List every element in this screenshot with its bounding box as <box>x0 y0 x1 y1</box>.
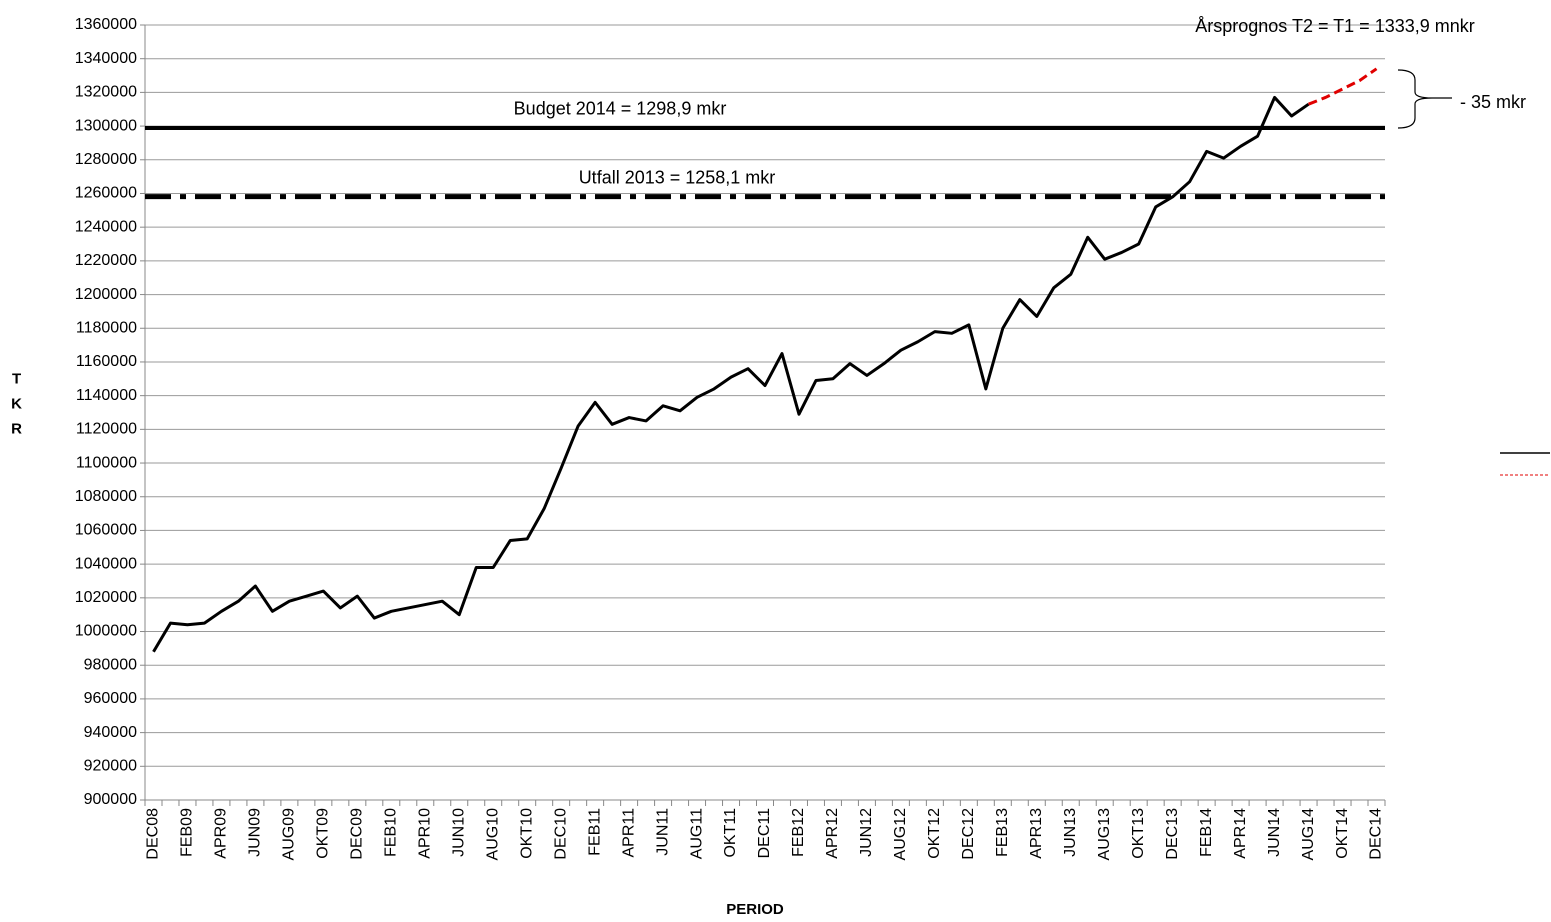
x-tick-label: AUG12 <box>892 808 909 861</box>
x-tick-label: AUG14 <box>1300 808 1317 861</box>
y-tick-label: 1200000 <box>75 286 137 303</box>
x-tick-label: JUN14 <box>1266 808 1283 857</box>
y-tick-label: 1040000 <box>75 555 137 572</box>
x-tick-label: DEC13 <box>1164 808 1181 860</box>
x-tick-label: DEC12 <box>960 808 977 860</box>
x-tick-label: DEC14 <box>1368 808 1385 860</box>
x-tick-label: DEC11 <box>756 808 773 858</box>
y-tick-label: 980000 <box>84 656 137 673</box>
x-tick-label: JUN11 <box>654 808 671 856</box>
y-tick-label: 920000 <box>84 758 137 775</box>
x-tick-label: DEC08 <box>145 808 162 860</box>
y-tick-label: 1160000 <box>76 353 137 370</box>
y-tick-label: 1320000 <box>75 84 137 101</box>
y-tick-label: 1180000 <box>76 319 137 336</box>
y-tick-label: 960000 <box>84 690 137 707</box>
reference-label: Utfall 2013 = 1258,1 mkr <box>579 167 776 187</box>
x-tick-label: APR14 <box>1232 808 1249 859</box>
x-tick-label: FEB10 <box>383 808 400 857</box>
y-tick-label: 1260000 <box>75 185 137 202</box>
y-tick-label: 1120000 <box>76 421 137 438</box>
y-tick-label: 1220000 <box>75 252 137 269</box>
x-tick-label: AUG13 <box>1096 808 1113 861</box>
x-tick-label: AUG09 <box>281 808 298 861</box>
x-tick-label: OKT11 <box>722 808 739 858</box>
y-axis-title: TKR <box>8 371 25 446</box>
y-tick-label: 1340000 <box>75 50 137 67</box>
x-tick-label: DEC10 <box>552 808 569 860</box>
y-tick-label: 1100000 <box>76 454 137 471</box>
x-tick-label: OKT12 <box>926 808 943 859</box>
brace <box>1397 69 1433 129</box>
annotation: - 35 mkr <box>1460 92 1526 112</box>
y-tick-label: 1000000 <box>75 623 137 640</box>
x-tick-label: APR10 <box>416 808 433 859</box>
y-tick-label: 900000 <box>84 791 137 808</box>
x-tick-label: FEB12 <box>790 808 807 857</box>
x-tick-label: AUG10 <box>484 808 501 861</box>
x-tick-label: APR09 <box>213 808 230 859</box>
reference-label: Budget 2014 = 1298,9 mkr <box>514 99 727 119</box>
x-tick-label: FEB13 <box>994 808 1011 857</box>
x-tick-label: OKT14 <box>1334 808 1351 859</box>
series-line <box>1308 67 1378 106</box>
y-tick-label: 940000 <box>84 724 137 741</box>
annotation: Årsprognos T2 = T1 = 1333,9 mnkr <box>1195 16 1475 36</box>
x-tick-label: FEB09 <box>179 808 196 857</box>
x-tick-label: APR11 <box>620 808 637 858</box>
x-tick-label: DEC09 <box>349 808 366 860</box>
x-tick-label: APR13 <box>1028 808 1045 859</box>
x-tick-label: FEB11 <box>586 808 603 856</box>
y-tick-label: 1140000 <box>76 387 137 404</box>
y-tick-label: 1300000 <box>75 117 137 134</box>
series-line <box>152 95 1310 653</box>
x-tick-label: JUN12 <box>858 808 875 857</box>
x-tick-label: APR12 <box>824 808 841 859</box>
y-tick-label: 1360000 <box>75 16 137 33</box>
y-tick-label: 1240000 <box>75 218 137 235</box>
x-tick-label: OKT13 <box>1130 808 1147 859</box>
x-tick-label: FEB14 <box>1198 808 1215 857</box>
y-tick-label: 1080000 <box>75 488 137 505</box>
x-tick-label: OKT09 <box>315 808 332 859</box>
y-tick-label: 1020000 <box>75 589 137 606</box>
y-tick-label: 1060000 <box>75 522 137 539</box>
x-tick-label: JUN09 <box>247 808 264 857</box>
x-axis-title: PERIOD <box>726 901 784 918</box>
x-tick-label: JUN13 <box>1062 808 1079 857</box>
x-tick-label: JUN10 <box>450 808 467 857</box>
x-tick-label: AUG11 <box>688 808 705 859</box>
y-tick-label: 1280000 <box>75 151 137 168</box>
x-tick-label: OKT10 <box>518 808 535 859</box>
